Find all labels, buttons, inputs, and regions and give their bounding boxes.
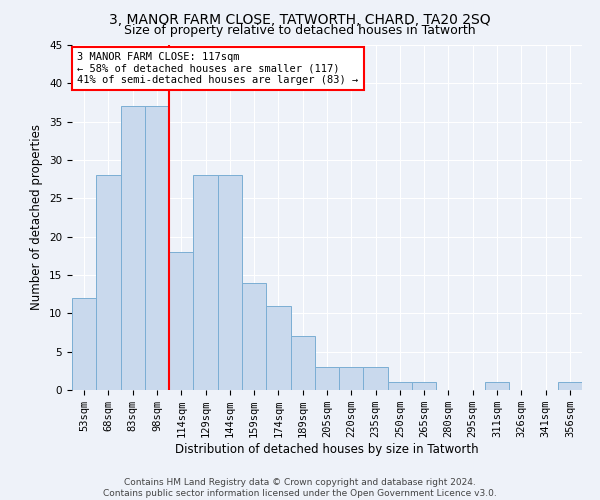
- Bar: [145, 106, 169, 390]
- Bar: [193, 176, 218, 390]
- Bar: [218, 176, 242, 390]
- Text: Contains HM Land Registry data © Crown copyright and database right 2024.
Contai: Contains HM Land Registry data © Crown c…: [103, 478, 497, 498]
- X-axis label: Distribution of detached houses by size in Tatworth: Distribution of detached houses by size …: [175, 443, 479, 456]
- Bar: [364, 367, 388, 390]
- Bar: [72, 298, 96, 390]
- Y-axis label: Number of detached properties: Number of detached properties: [31, 124, 43, 310]
- Text: 3, MANOR FARM CLOSE, TATWORTH, CHARD, TA20 2SQ: 3, MANOR FARM CLOSE, TATWORTH, CHARD, TA…: [109, 12, 491, 26]
- Bar: [485, 382, 509, 390]
- Bar: [266, 306, 290, 390]
- Bar: [121, 106, 145, 390]
- Bar: [412, 382, 436, 390]
- Text: 3 MANOR FARM CLOSE: 117sqm
← 58% of detached houses are smaller (117)
41% of sem: 3 MANOR FARM CLOSE: 117sqm ← 58% of deta…: [77, 52, 358, 85]
- Bar: [315, 367, 339, 390]
- Bar: [290, 336, 315, 390]
- Bar: [242, 282, 266, 390]
- Bar: [388, 382, 412, 390]
- Bar: [339, 367, 364, 390]
- Bar: [558, 382, 582, 390]
- Text: Size of property relative to detached houses in Tatworth: Size of property relative to detached ho…: [124, 24, 476, 37]
- Bar: [169, 252, 193, 390]
- Bar: [96, 176, 121, 390]
